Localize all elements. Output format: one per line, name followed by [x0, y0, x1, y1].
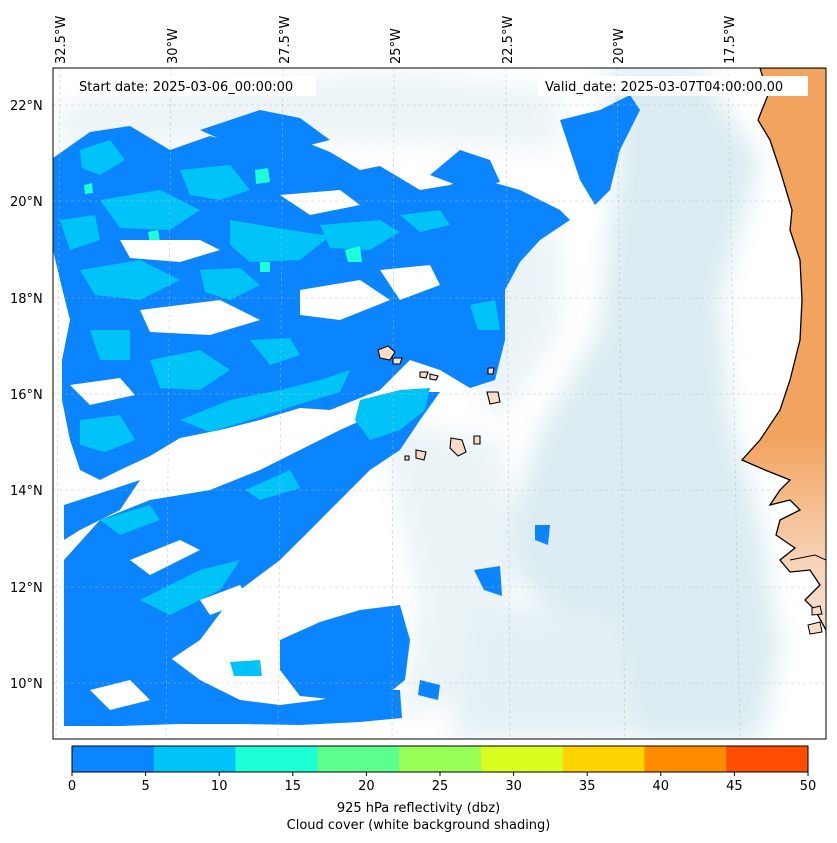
colorbar: 0 5 10 15 20 25 30 35 40 45 50 [68, 745, 817, 794]
colorbar-tick-label: 25 [432, 779, 449, 794]
lat-label-12n: 12°N [10, 581, 43, 596]
lat-label-10n: 10°N [10, 677, 43, 692]
lat-label-18n: 18°N [10, 292, 43, 307]
valid-date-box [538, 76, 808, 96]
lon-label-32-5w: 32.5°W [54, 16, 69, 64]
lat-label-22n: 22°N [10, 99, 43, 114]
graticule [53, 68, 826, 739]
lon-label-20w: 20°W [612, 28, 627, 64]
colorbar-segment [317, 746, 400, 772]
reflectivity-10-15 [84, 168, 362, 272]
colorbar-label-cloud-cover: Cloud cover (white background shading) [286, 818, 551, 833]
colorbar-segment [480, 746, 564, 772]
africa-landmass [740, 68, 826, 666]
lon-label-27-5w: 27.5°W [278, 16, 293, 64]
colorbar-segment [153, 746, 237, 772]
colorbar-tick-label: 40 [653, 779, 670, 794]
cape-verde-islands [377, 345, 501, 461]
colorbar-segment [562, 746, 645, 772]
start-date-box [70, 76, 316, 96]
lat-label-20n: 20°N [10, 195, 43, 210]
colorbar-label-reflectivity: 925 hPa reflectivity (dbz) [336, 801, 501, 816]
colorbar-segment [72, 746, 155, 772]
colorbar-segment [235, 746, 318, 772]
start-date-label: Start date: 2025-03-06_00:00:00 [79, 80, 293, 95]
colorbar-tick-label: 30 [505, 779, 522, 794]
longitude-labels: 32.5°W 30°W 27.5°W 25°W 22.5°W 20°W 17.5… [54, 16, 738, 64]
valid-date-label: Valid_date: 2025-03-07T04:00:00.00 [545, 80, 783, 95]
lon-label-25w: 25°W [389, 28, 404, 64]
reflectivity-5-10 [60, 140, 500, 676]
colorbar-tick-label: 5 [141, 779, 149, 794]
lon-label-30w: 30°W [166, 28, 181, 64]
colorbar-tick-label: 50 [800, 779, 817, 794]
lon-label-22-5w: 22.5°W [501, 16, 516, 64]
colorbar-tick-label: 20 [358, 779, 375, 794]
colorbar-segment [399, 746, 482, 772]
lat-label-16n: 16°N [10, 388, 43, 403]
lon-label-17-5w: 17.5°W [723, 16, 738, 64]
colorbar-tick-label: 0 [68, 779, 76, 794]
map-panel: Start date: 2025-03-06_00:00:00 Valid_da… [53, 68, 826, 739]
bijagos-islands [807, 605, 823, 635]
lat-label-14n: 14°N [10, 484, 43, 499]
colorbar-segment [644, 746, 727, 772]
colorbar-tick-label: 10 [211, 779, 228, 794]
latitude-labels: 22°N 20°N 18°N 16°N 14°N 12°N 10°N [10, 99, 43, 692]
coast-detail [789, 554, 826, 561]
colorbar-segment [726, 746, 809, 772]
ocean-gaps [70, 190, 440, 710]
colorbar-tick-label: 45 [726, 779, 743, 794]
colorbar-tick-label: 15 [285, 779, 302, 794]
colorbar-tick-label: 35 [579, 779, 596, 794]
map-frame [52, 67, 827, 740]
